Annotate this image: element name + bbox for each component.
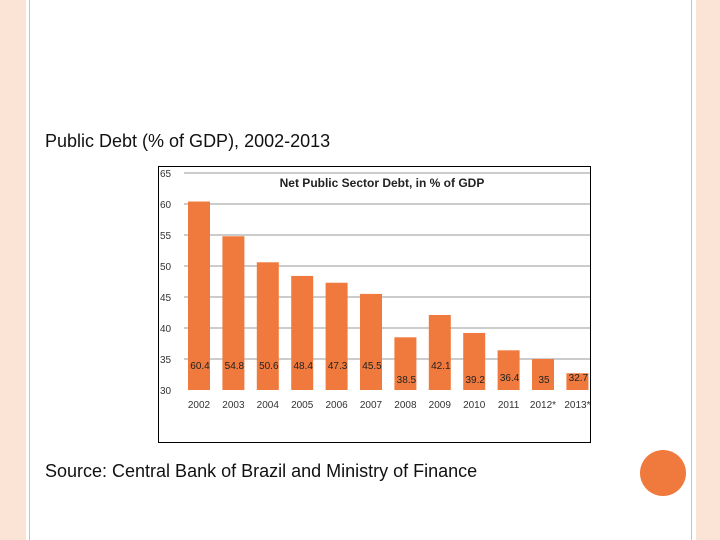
x-tick-label: 2007 [360,400,383,411]
bar-2003 [222,236,245,390]
y-tick-label: 45 [160,293,172,304]
left-decor-rule [29,0,30,540]
value-label: 42.1 [431,361,451,372]
right-decor-rule [691,0,692,540]
value-label: 54.8 [225,361,245,372]
bar-2004 [256,262,279,390]
bar-2005 [291,275,314,390]
x-tick-label: 2008 [394,400,417,411]
accent-circle [640,450,686,496]
bar-2006 [325,282,348,390]
x-tick-label: 2005 [291,400,314,411]
bar-2011 [497,350,520,390]
y-tick-label: 50 [160,262,172,273]
x-tick-label: 2011 [498,400,520,411]
bar-2010 [463,332,486,390]
x-tick-label: 2012* [530,400,556,411]
y-tick-label: 30 [160,386,172,397]
value-label: 38.5 [397,375,417,386]
y-tick-label: 65 [160,169,172,180]
source-note: Source: Central Bank of Brazil and Minis… [45,461,478,481]
right-decor-band [696,0,720,540]
x-tick-label: 2013* [564,400,590,411]
bar-2009 [428,314,451,390]
value-label: 45.5 [362,361,382,372]
x-tick-label: 2002 [188,400,211,411]
value-label: 50.6 [259,361,279,372]
x-tick-label: 2009 [429,400,452,411]
x-tick-label: 2006 [325,400,348,411]
y-tick-label: 60 [160,200,172,211]
chart-title: Net Public Sector Debt, in % of GDP [280,176,485,190]
y-tick-label: 55 [160,231,172,242]
y-tick-label: 40 [160,324,172,335]
value-label: 36.4 [500,373,520,384]
value-label: 47.3 [328,361,348,372]
y-tick-label: 35 [160,355,172,366]
value-label: 32.7 [569,373,589,384]
x-tick-label: 2003 [222,400,245,411]
value-label: 35 [538,375,550,386]
bar-2007 [360,293,382,390]
x-tick-label: 2010 [463,400,486,411]
slide-title: Public Debt (% of GDP), 2002-2013 [45,131,331,151]
bar-2013-projected [566,373,589,390]
value-label: 60.4 [190,361,210,372]
value-label: 48.4 [293,361,313,372]
left-decor-band [0,0,26,540]
bar-2002 [188,201,210,390]
value-label: 39.2 [465,375,485,386]
x-tick-label: 2004 [257,400,280,411]
bar-2012-projected [532,359,554,390]
bar-2008 [394,337,417,390]
